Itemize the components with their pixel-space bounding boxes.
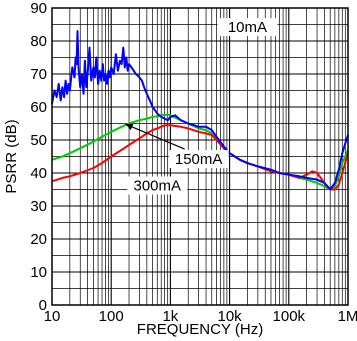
annotation-label: 150mA bbox=[175, 151, 223, 168]
plot-frame bbox=[51, 7, 349, 306]
y-tick-label: 70 bbox=[30, 66, 47, 83]
y-tick-label: 10 bbox=[30, 264, 47, 281]
y-tick-label: 40 bbox=[30, 165, 47, 182]
annotation-background bbox=[127, 176, 188, 195]
y-tick-label: 20 bbox=[30, 231, 47, 248]
y-tick-label: 0 bbox=[39, 297, 47, 314]
annotation-label: 10mA bbox=[228, 19, 267, 36]
annotation-arrow-head bbox=[125, 123, 134, 131]
annotation-arrow bbox=[125, 123, 185, 150]
series-line-300mA bbox=[51, 124, 349, 191]
y-tick-label: 30 bbox=[30, 198, 47, 215]
x-axis-label: FREQUENCY (Hz) bbox=[137, 321, 263, 338]
x-tick-label: 1M bbox=[338, 308, 357, 325]
y-tick-label: 50 bbox=[30, 132, 47, 149]
x-tick-label: 1k bbox=[162, 308, 178, 325]
annotation-background bbox=[168, 150, 229, 169]
annotations: 10mA 150mA 300mA bbox=[127, 18, 278, 195]
x-tick-label: 100 bbox=[99, 308, 124, 325]
series-line-10mA bbox=[51, 30, 349, 191]
annotation-label: 300mA bbox=[134, 178, 182, 195]
y-tick-label: 80 bbox=[30, 33, 47, 50]
y-axis-label: PSRR (dB) bbox=[3, 119, 20, 193]
annotation-background bbox=[217, 18, 278, 37]
y-tick-label: 60 bbox=[30, 99, 47, 116]
x-tick-label: 10k bbox=[218, 308, 243, 325]
series-lines bbox=[51, 30, 349, 191]
x-tick-label: 10 bbox=[44, 308, 61, 325]
x-tick-label: 100k bbox=[273, 308, 306, 325]
series-line-150mA bbox=[51, 113, 349, 191]
y-tick-label: 90 bbox=[30, 0, 47, 17]
